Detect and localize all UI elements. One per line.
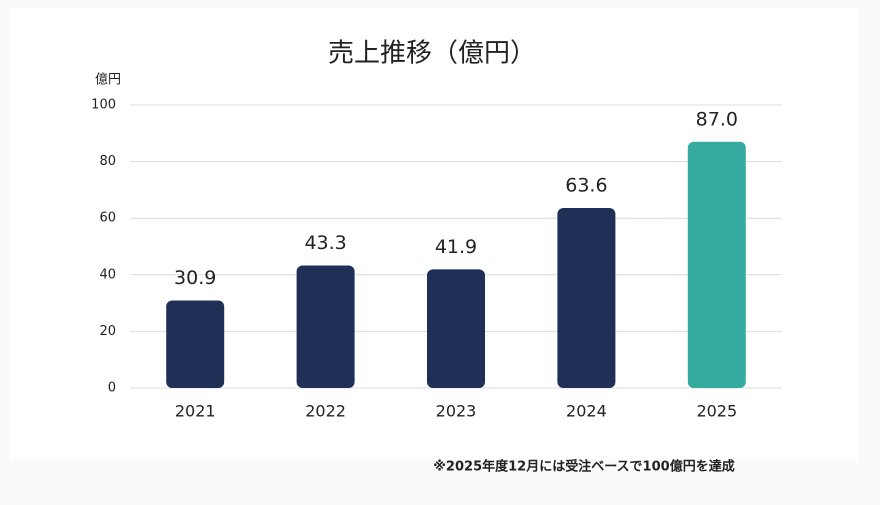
y-tick-label: 20: [99, 324, 116, 339]
y-tick-label: 40: [99, 267, 116, 282]
x-tick-label: 2021: [175, 402, 216, 421]
y-tick-label: 0: [108, 381, 116, 396]
value-label: 41.9: [435, 236, 477, 258]
value-label: 87.0: [696, 108, 738, 130]
bar: [166, 300, 225, 388]
y-tick-label: 60: [99, 211, 116, 226]
y-tick-label: 100: [91, 98, 116, 113]
y-tick-label: 80: [99, 154, 116, 169]
value-label: 43.3: [304, 232, 346, 254]
x-tick-label: 2022: [305, 402, 346, 421]
bar: [687, 141, 746, 388]
x-tick-label: 2023: [436, 402, 477, 421]
bar: [427, 269, 485, 388]
x-tick-label: 2024: [566, 402, 607, 421]
y-unit: 億円: [95, 72, 121, 88]
bar: [557, 208, 616, 388]
footnote: ※2025年度12月には受注ベースで100億円を達成: [433, 459, 734, 475]
bar: [296, 265, 355, 388]
value-label: 30.9: [174, 267, 216, 289]
value-label: 63.6: [565, 175, 607, 197]
x-tick-label: 2025: [696, 402, 737, 421]
chart-title: 売上推移（億円）: [328, 39, 536, 69]
